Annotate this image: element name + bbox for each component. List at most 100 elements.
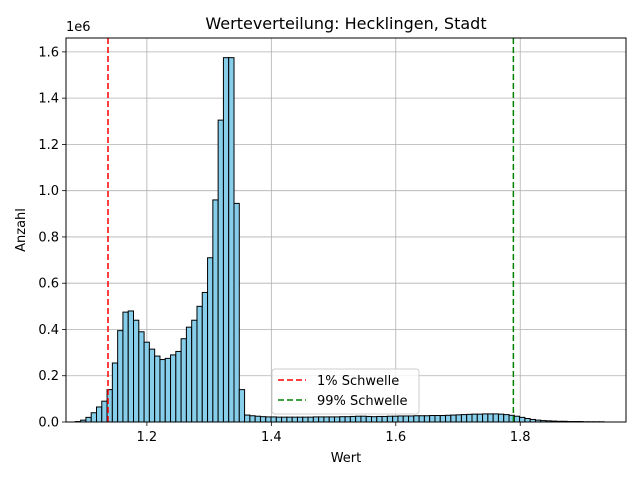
histogram-bar [323,416,330,423]
histogram-bar [238,389,246,423]
histogram-bar [117,330,124,423]
histogram-bar [127,310,135,423]
histogram-bar [154,355,161,423]
y-tick-label: 0.2 [38,369,59,384]
histogram-bar [222,57,230,423]
histogram-bar [503,414,510,423]
histogram-bar [524,418,531,423]
histogram-bar [101,400,108,423]
histogram-bar [339,416,346,423]
histogram-bar [450,414,457,423]
histogram-bar [159,359,166,423]
histogram-bar [386,415,394,423]
y-tick-label: 0.4 [38,323,59,338]
reference-lines [107,38,515,422]
histogram-bar [249,415,256,423]
y-tick-label: 1.0 [38,184,59,199]
histogram-bar [291,416,298,423]
histogram-bar [138,331,145,423]
x-axis-label: Wert [331,451,362,466]
histogram-bar [397,415,404,423]
histogram-bar [460,414,468,423]
histogram-bar [111,362,119,423]
histogram-bar [217,119,224,423]
y-scale-label: 1e6 [66,20,91,35]
y-axis-ticks: 0.0 0.2 0.4 0.6 0.8 1.0 1.2 1.4 1.6 [38,45,66,431]
x-tick-label: 1.8 [510,430,531,445]
histogram-bar [180,338,187,423]
histogram-bar [413,415,420,423]
histogram-bar [497,413,505,423]
histogram-bar [296,416,304,423]
histogram-bar [492,413,499,423]
histogram-bar [318,416,325,423]
histogram-bar [333,416,341,423]
legend-label-99pct: 99% Schwelle [317,394,408,409]
histogram-bar [212,199,219,423]
y-tick-label: 0.6 [38,277,59,292]
histogram-bar [207,257,214,423]
chart-title: Werteverteilung: Hecklingen, Stadt [205,14,486,33]
histogram-bar [270,416,277,423]
plot-area [65,37,627,423]
histogram-bar [196,305,203,423]
histogram-bar [434,415,441,423]
histogram-bar [355,415,362,423]
histogram-bar [259,416,267,423]
legend: 1% Schwelle 99% Schwelle [271,368,420,415]
histogram-bar [228,57,235,423]
histogram-bar [360,415,367,423]
histogram-bar [429,415,436,423]
legend-label-1pct: 1% Schwelle [317,374,399,389]
histogram-bar [381,415,388,423]
y-tick-label: 1.4 [38,92,59,107]
histogram-bar [344,416,351,423]
histogram-bar [392,415,399,423]
histogram-bar [455,414,462,423]
histogram-bar [408,415,415,423]
histogram-bar [275,416,283,423]
x-tick-label: 1.4 [261,430,282,445]
histogram-bar [365,415,373,423]
histogram-bar [254,415,261,423]
histogram-bar [191,319,198,423]
histogram-bar [281,416,288,423]
histogram-bar [376,415,383,423]
y-tick-label: 1.2 [38,138,59,153]
histogram-bar [312,416,320,423]
histogram-bar [185,326,193,423]
histogram-bar [418,415,425,423]
histogram-bar [286,416,293,423]
histogram-bar [85,416,92,423]
histogram-bar [175,350,182,423]
histogram-bar [265,416,272,423]
x-tick-label: 1.6 [385,430,406,445]
histogram-bar [133,319,140,423]
histogram-bar [471,413,478,423]
histogram-bar [513,415,521,423]
plot-frame [65,37,627,423]
histogram-bar [148,348,156,423]
y-tick-label: 0.8 [38,230,59,245]
histogram-bar [439,415,447,423]
histogram-bar [201,291,209,423]
legend-box [271,368,420,415]
histogram-bar [302,416,309,423]
histogram-bar [466,413,473,423]
histogram-bar [164,357,172,423]
histogram-bar [307,416,314,423]
histogram-bar [371,416,378,423]
histogram-bar [519,416,526,423]
histogram-bar [423,415,431,423]
histogram-bar [233,202,240,423]
histogram-bar [143,341,150,423]
y-tick-label: 1.6 [38,45,59,60]
histogram-bar [95,406,103,423]
x-tick-label: 1.2 [137,430,158,445]
histogram-bar [487,413,494,423]
y-axis-label: Anzahl [14,208,29,252]
histogram-bar [90,412,97,423]
x-axis-ticks: 1.2 1.4 1.6 1.8 [137,422,531,445]
histogram-bar [445,414,452,423]
